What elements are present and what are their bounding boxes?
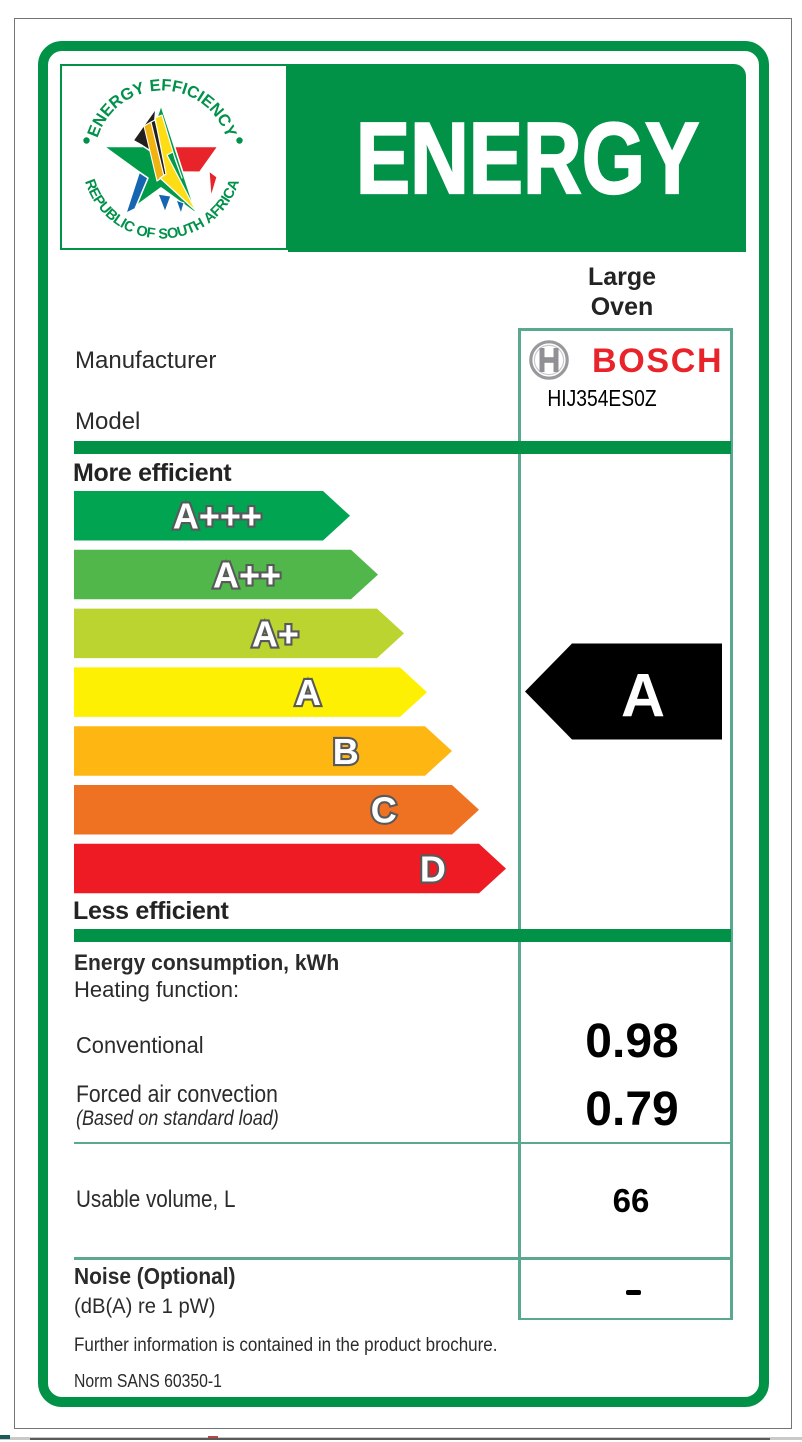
svg-text:F: F xyxy=(161,76,172,95)
svg-text:Y: Y xyxy=(131,79,147,100)
svg-text:D: D xyxy=(420,849,446,890)
svg-text:O: O xyxy=(134,223,149,241)
svg-text:A++: A++ xyxy=(213,555,281,596)
svg-text:I: I xyxy=(180,80,190,99)
svg-text:A: A xyxy=(295,672,321,713)
svg-text:F: F xyxy=(170,77,184,97)
svg-text:B: B xyxy=(333,731,359,772)
svg-text:A+: A+ xyxy=(252,613,299,654)
svg-text:C: C xyxy=(371,790,397,831)
svg-text:E: E xyxy=(149,76,162,95)
svg-text:O: O xyxy=(166,225,179,242)
svg-text:I: I xyxy=(117,216,129,232)
svg-text:F: F xyxy=(145,225,156,242)
svg-text:S: S xyxy=(158,226,168,242)
svg-text:A: A xyxy=(621,662,665,730)
svg-text:U: U xyxy=(175,223,189,241)
svg-text:A+++: A+++ xyxy=(173,496,262,537)
